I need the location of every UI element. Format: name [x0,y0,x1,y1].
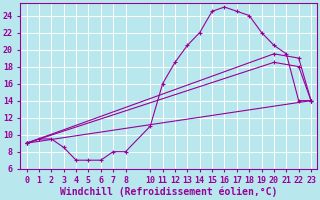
X-axis label: Windchill (Refroidissement éolien,°C): Windchill (Refroidissement éolien,°C) [60,187,277,197]
